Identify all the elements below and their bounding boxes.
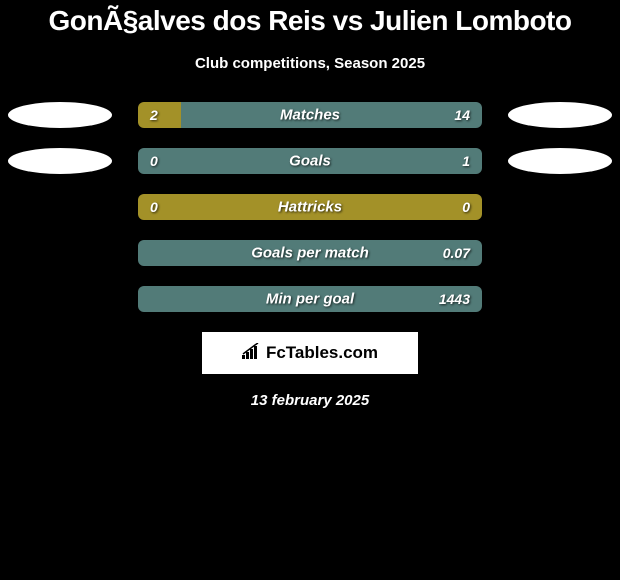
- stat-row: 0 Goals 1: [0, 148, 620, 174]
- stat-label: Goals: [289, 153, 331, 170]
- logo: FcTables.com: [242, 343, 378, 364]
- stat-value-right: 14: [454, 107, 470, 123]
- stat-label: Min per goal: [266, 291, 354, 308]
- stat-label: Hattricks: [278, 199, 342, 216]
- stat-row: Min per goal 1443: [0, 286, 620, 312]
- stat-bar: 2 Matches 14: [138, 102, 482, 128]
- stat-row: Goals per match 0.07: [0, 240, 620, 266]
- player-avatar-left: [8, 102, 112, 128]
- stat-label: Matches: [280, 107, 340, 124]
- stat-value-left: 0: [150, 153, 158, 169]
- stat-row: 0 Hattricks 0: [0, 194, 620, 220]
- logo-box: FcTables.com: [202, 332, 418, 374]
- stat-bar: 0 Hattricks 0: [138, 194, 482, 220]
- stat-value-right: 1: [462, 153, 470, 169]
- date-text: 13 february 2025: [0, 392, 620, 409]
- stat-bar: 0 Goals 1: [138, 148, 482, 174]
- stat-row: 2 Matches 14: [0, 102, 620, 128]
- player-avatar-right: [508, 148, 612, 174]
- stats-area: 2 Matches 14 0 Goals 1 0 Hattricks 0 Goals per ma…: [0, 102, 620, 312]
- chart-icon: [242, 343, 262, 364]
- stat-label: Goals per match: [251, 245, 369, 262]
- stat-bar: Goals per match 0.07: [138, 240, 482, 266]
- stat-value-left: 2: [150, 107, 158, 123]
- subtitle: Club competitions, Season 2025: [0, 55, 620, 72]
- player-avatar-right: [508, 102, 612, 128]
- bar-left-fill: [138, 102, 181, 128]
- page-title: GonÃ§alves dos Reis vs Julien Lomboto: [0, 5, 620, 37]
- stat-bar: Min per goal 1443: [138, 286, 482, 312]
- stat-value-right: 0: [462, 199, 470, 215]
- stat-value-left: 0: [150, 199, 158, 215]
- logo-text: FcTables.com: [266, 343, 378, 363]
- stat-value-right: 0.07: [443, 245, 470, 261]
- player-avatar-left: [8, 148, 112, 174]
- stat-value-right: 1443: [439, 291, 470, 307]
